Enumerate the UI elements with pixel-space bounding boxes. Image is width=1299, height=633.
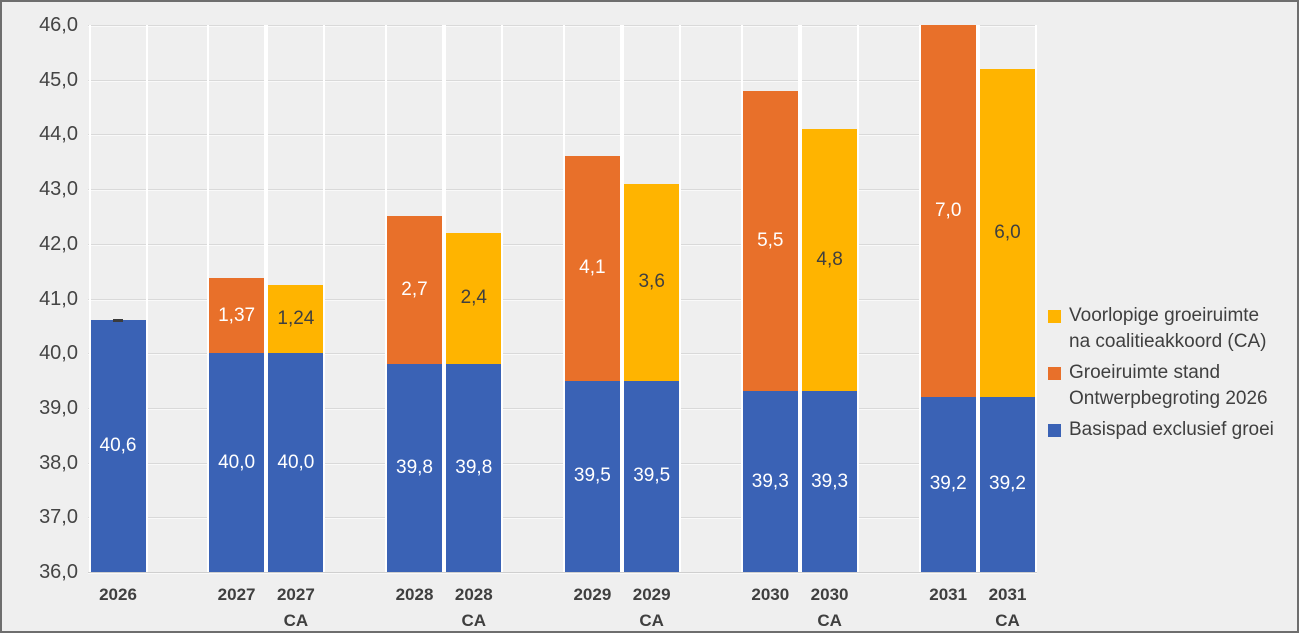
- bar-value-label: 40,0: [218, 451, 256, 473]
- bar-value-label: 4,1: [579, 257, 606, 279]
- y-axis-label: 36,0: [39, 561, 78, 583]
- category-label: 2028 CA: [454, 585, 493, 630]
- zero-value-dash-marker: [113, 319, 123, 323]
- gridline: [88, 134, 1037, 136]
- category-label: 2031: [929, 585, 968, 604]
- gridline: [88, 298, 1037, 300]
- bar-stack: 39,5 3,6: [622, 25, 682, 572]
- bar-segment: 39,3: [742, 391, 798, 572]
- bar-segment: 40,0: [268, 353, 324, 572]
- legend-swatch-icon: [1048, 424, 1061, 437]
- legend: Voorlopige groeiruimte na coalitieakkoor…: [1048, 303, 1297, 448]
- bar-segment: 39,8: [387, 364, 442, 572]
- bar-value-label: 39,5: [573, 465, 611, 487]
- legend-label: Groeiruimte stand Ontwerpbegroting 2026: [1069, 362, 1268, 409]
- bar-segment: 39,2: [980, 396, 1035, 572]
- bar-segment: 40,6: [90, 320, 146, 572]
- gridline: [88, 353, 1037, 355]
- bar-stack: 40,6: [88, 25, 148, 572]
- bar-segment: 5,5: [742, 90, 798, 392]
- y-axis-label: 41,0: [39, 287, 78, 310]
- gridline: [88, 79, 1037, 81]
- gridline: [88, 25, 1037, 26]
- y-axis-label: 46,0: [39, 14, 78, 36]
- bar-segment: 1,37: [209, 278, 265, 354]
- bar-stack: 39,3 5,5: [740, 25, 800, 572]
- bar-value-label: 39,2: [989, 473, 1026, 495]
- bar-segment: 39,2: [920, 396, 976, 572]
- y-axis-label: 39,0: [39, 396, 78, 419]
- category-label: 2029 CA: [632, 585, 671, 630]
- gridline: [88, 189, 1037, 191]
- y-axis-label: 37,0: [39, 506, 78, 529]
- bar-value-label: 39,3: [751, 470, 789, 492]
- bar-value-label: 39,3: [811, 470, 849, 492]
- gridline: [88, 572, 1037, 573]
- bar-segment: 1,24: [268, 285, 324, 354]
- bar-value-label: 39,5: [633, 465, 671, 487]
- bar-value-label: 5,5: [757, 230, 784, 252]
- gridline: [88, 407, 1037, 409]
- bar-value-label: 2,4: [460, 287, 487, 309]
- category-label: 2029: [573, 585, 612, 604]
- plot-area: [88, 25, 1037, 573]
- bar-stack: 40,0 1,24: [266, 25, 326, 572]
- bar-value-label: 39,8: [455, 457, 493, 479]
- gridline: [88, 243, 1037, 245]
- y-axis-label: 43,0: [39, 178, 78, 201]
- bar-stack: 39,2 6,0: [978, 25, 1037, 572]
- legend-swatch-icon: [1048, 367, 1061, 380]
- gridline: [88, 462, 1037, 464]
- legend-item: Voorlopige groeiruimte na coalitieakkoor…: [1048, 303, 1297, 355]
- bar-value-label: 4,8: [816, 249, 843, 271]
- bar-stack: 39,2 7,0: [918, 25, 978, 572]
- bar-value-label: 39,2: [929, 473, 967, 495]
- legend-item: Groeiruimte stand Ontwerpbegroting 2026: [1048, 360, 1297, 412]
- bar-value-label: 6,0: [994, 221, 1021, 243]
- bar-value-label: 2,7: [401, 279, 428, 301]
- bar-segment: 39,8: [446, 364, 502, 572]
- category-label: 2028: [395, 585, 434, 604]
- bar-value-label: 1,24: [277, 308, 315, 330]
- bar-stack: 39,8 2,4: [444, 25, 504, 572]
- bar-value-label: 1,37: [218, 304, 256, 326]
- legend-swatch-icon: [1048, 310, 1061, 323]
- bar-segment: 7,0: [920, 25, 976, 397]
- category-label: 2027: [217, 585, 256, 604]
- category-label: 2026: [99, 585, 137, 604]
- bar-value-label: 3,6: [638, 271, 665, 293]
- bar-stack: 39,3 4,8: [800, 25, 860, 572]
- category-label: 2030: [751, 585, 790, 604]
- bar-segment: 4,1: [564, 156, 620, 381]
- y-axis-label: 45,0: [39, 68, 78, 91]
- bar-value-label: 39,8: [396, 457, 433, 479]
- category-label: 2030 CA: [810, 585, 849, 630]
- bar-segment: 39,3: [802, 391, 858, 572]
- bar-segment: 40,0: [209, 353, 265, 572]
- bar-value-label: 40,6: [99, 435, 137, 457]
- bar-segment: 3,6: [624, 183, 680, 381]
- legend-item: Basispad exclusief groei: [1048, 417, 1297, 443]
- bar-stack: 39,5 4,1: [562, 25, 622, 572]
- y-axis-label: 40,0: [39, 342, 78, 365]
- bar-segment: 4,8: [802, 128, 858, 392]
- bar-segment: 39,5: [624, 380, 680, 572]
- legend-label: Voorlopige groeiruimte na coalitieakkoor…: [1069, 305, 1267, 352]
- y-axis-label: 38,0: [39, 451, 78, 474]
- bar-segment: 2,4: [446, 232, 502, 365]
- y-axis-label: 42,0: [39, 232, 78, 255]
- gridline: [88, 517, 1037, 519]
- legend-label: Basispad exclusief groei: [1069, 419, 1274, 440]
- category-label: 2027 CA: [276, 585, 315, 630]
- y-axis-label: 44,0: [39, 123, 78, 146]
- bar-value-label: 40,0: [277, 451, 315, 473]
- category-label: 2031 CA: [988, 585, 1027, 630]
- bar-stack: 40,0 1,37: [207, 25, 267, 572]
- bar-segment: 6,0: [980, 68, 1035, 397]
- bar-value-label: 7,0: [934, 199, 962, 221]
- bar-segment: 39,5: [564, 380, 620, 572]
- bar-stack: 39,8 2,7: [385, 25, 444, 572]
- bar-segment: 2,7: [387, 216, 442, 365]
